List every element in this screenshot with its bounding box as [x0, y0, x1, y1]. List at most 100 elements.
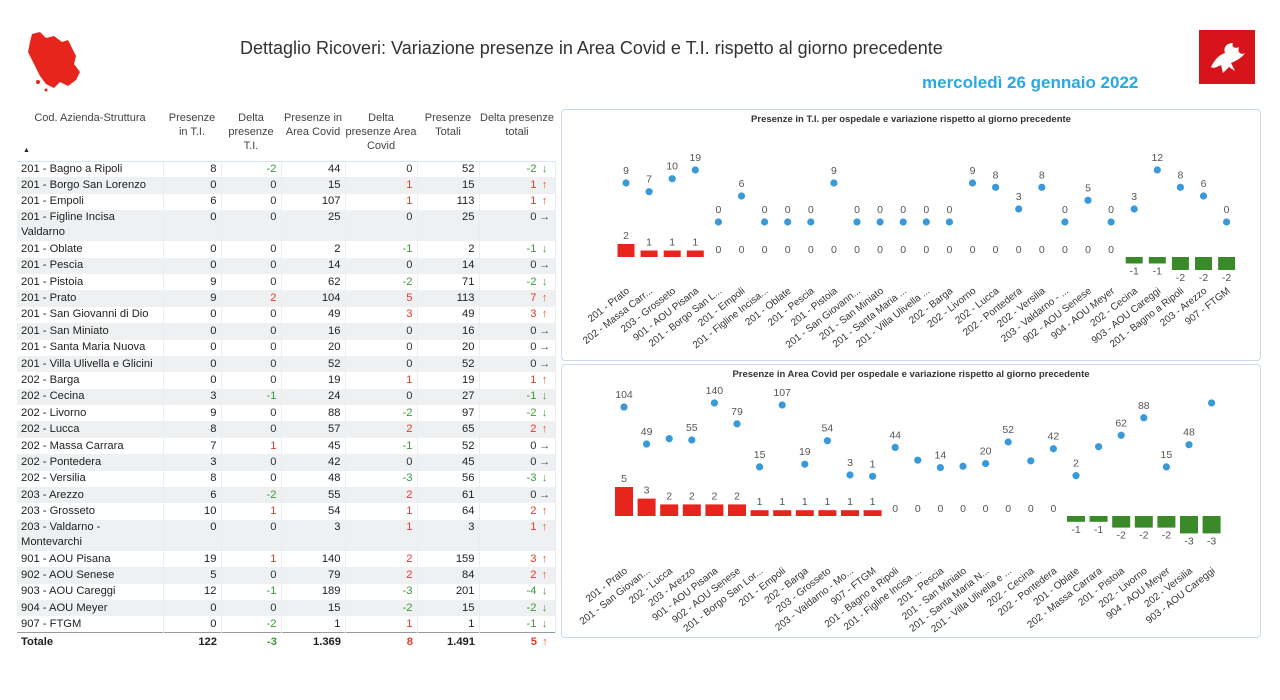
- report-date: mercoledì 26 gennaio 2022: [922, 73, 1139, 92]
- row-delta-totali: -3 ↓: [479, 470, 556, 488]
- row-delta-totali: -2 ↓: [479, 599, 556, 617]
- row-presenze-ti: 0: [163, 177, 222, 194]
- row-delta-covid: 5: [345, 290, 418, 307]
- row-presenze-ti: 8: [163, 161, 222, 178]
- row-delta-covid: 0: [345, 388, 418, 406]
- row-delta-ti: 0: [221, 599, 282, 617]
- bar-label: 1: [779, 496, 785, 508]
- table-row[interactable]: 907 - FTGM 0 -2 1 1 1 -1 ↓: [17, 616, 556, 633]
- table-row[interactable]: 203 - Arezzo 6 -2 55 2 61 0 →: [17, 487, 556, 504]
- row-presenze-totali: 1: [417, 616, 480, 633]
- arrow-right-icon: →: [538, 324, 551, 337]
- point-label: 10: [666, 161, 678, 173]
- point-label: 6: [1201, 178, 1207, 190]
- row-presenze-covid: 14: [281, 257, 346, 274]
- row-delta-covid: 2: [345, 421, 418, 438]
- row-presenze-totali: 65: [417, 421, 480, 438]
- table-row[interactable]: 201 - Pescia 0 0 14 0 14 0 →: [17, 257, 556, 274]
- row-delta-totali-value: 0: [530, 341, 537, 354]
- table-row[interactable]: 202 - Versilia 8 0 48 -3 56 -3 ↓: [17, 470, 556, 488]
- row-presenze-ti: 0: [163, 372, 222, 389]
- bar-label: 0: [937, 503, 943, 515]
- covid-chart-title: Presenze in Area Covid per ospedale e va…: [732, 369, 1090, 380]
- table-row[interactable]: 202 - Livorno 9 0 88 -2 97 -2 ↓: [17, 405, 556, 422]
- presence-point: [1027, 457, 1035, 465]
- presence-point: [869, 472, 877, 480]
- presence-point: [737, 192, 746, 200]
- table-row[interactable]: 201 - Figline Incisa Valdarno 0 0 25 0 25 0 →: [17, 210, 556, 242]
- row-presenze-ti: 9: [163, 290, 222, 307]
- column-header-presenze-covid[interactable]: Presenze in Area Covid: [281, 108, 345, 162]
- table-row[interactable]: 202 - Massa Carrara 7 1 45 -1 52 0 →: [17, 437, 556, 455]
- row-delta-totali: 3 ↑: [479, 550, 556, 568]
- table-row[interactable]: 202 - Barga 0 0 19 1 19 1 ↑: [17, 372, 556, 389]
- table-row[interactable]: 201 - San Giovanni di Dio 0 0 49 3 49 3 ↑: [17, 306, 556, 324]
- point-label: 8: [993, 169, 999, 181]
- row-delta-totali: 0 →: [479, 355, 556, 373]
- column-header-delta-ti[interactable]: Delta presenze T.I.: [221, 108, 281, 162]
- point-label: 54: [822, 423, 834, 435]
- row-struttura: 201 - San Giovanni di Dio: [17, 306, 164, 324]
- row-delta-covid: 0: [345, 454, 418, 471]
- table-row[interactable]: 903 - AOU Careggi 12 -1 189 -3 201 -4 ↓: [17, 583, 556, 600]
- table-row[interactable]: 203 - Valdarno - Montevarchi 0 0 3 1 3 1 ↑: [17, 519, 556, 551]
- presence-point: [1199, 192, 1208, 200]
- row-presenze-totali: 15: [417, 177, 480, 194]
- row-delta-covid: 1: [345, 503, 418, 520]
- table-row[interactable]: 203 - Grosseto 10 1 54 1 64 2 ↑: [17, 503, 556, 520]
- row-delta-covid: 2: [345, 550, 418, 568]
- presence-point: [761, 218, 769, 226]
- table-row[interactable]: 202 - Lucca 8 0 57 2 65 2 ↑: [17, 421, 556, 438]
- column-header-delta-covid[interactable]: Delta presenze Area Covid: [345, 108, 417, 162]
- table-row[interactable]: 901 - AOU Pisana 19 1 140 2 159 3 ↑: [17, 550, 556, 568]
- row-delta-totali: 0 →: [479, 437, 556, 455]
- row-delta-ti: 0: [221, 323, 282, 340]
- table-row[interactable]: 201 - Prato 9 2 104 5 113 7 ↑: [17, 290, 556, 307]
- column-header-struttura[interactable]: Cod. Azienda-Struttura ▲: [17, 108, 163, 162]
- point-label: 14: [935, 450, 947, 462]
- bar-label: 0: [960, 503, 966, 515]
- point-label: 9: [623, 165, 629, 177]
- bar-label: 1: [646, 237, 652, 249]
- table-row[interactable]: 902 - AOU Senese 5 0 79 2 84 2 ↑: [17, 567, 556, 584]
- table-row[interactable]: 202 - Cecina 3 -1 24 0 27 -1 ↓: [17, 388, 556, 406]
- point-label: 52: [1002, 424, 1014, 436]
- row-delta-totali: 1 ↑: [479, 519, 556, 551]
- arrow-up-icon: ↑: [541, 520, 548, 533]
- point-label: 49: [641, 426, 653, 438]
- row-struttura: 904 - AOU Meyer: [17, 599, 164, 617]
- table-row[interactable]: 904 - AOU Meyer 0 0 15 -2 15 -2 ↓: [17, 599, 556, 617]
- row-struttura: 201 - Prato: [17, 290, 164, 307]
- row-presenze-covid: 19: [281, 372, 346, 389]
- presence-point: [853, 218, 861, 226]
- row-delta-ti: 0: [221, 372, 282, 389]
- table-row[interactable]: 201 - Villa Ulivella e Glicini 0 0 52 0 52 0 →: [17, 355, 556, 373]
- arrow-right-icon: →: [538, 455, 551, 468]
- arrow-right-icon: →: [538, 439, 551, 452]
- sort-ascending-icon[interactable]: ▲: [23, 146, 30, 154]
- arrow-right-icon: →: [538, 211, 551, 224]
- row-presenze-ti: 12: [163, 583, 222, 600]
- point-label: 9: [831, 165, 837, 177]
- row-delta-totali-value: 2: [530, 505, 537, 518]
- table-row[interactable]: 201 - Empoli 6 0 107 1 113 1 ↑: [17, 193, 556, 211]
- table-row[interactable]: 202 - Pontedera 3 0 42 0 45 0 →: [17, 454, 556, 471]
- table-row[interactable]: 201 - Santa Maria Nuova 0 0 20 0 20 0 →: [17, 339, 556, 356]
- column-header-presenze-totali[interactable]: Presenze Totali: [417, 108, 479, 162]
- table-row[interactable]: 201 - San Miniato 0 0 16 0 16 0 →: [17, 323, 556, 340]
- row-presenze-ti: 6: [163, 193, 222, 211]
- point-label: 19: [799, 446, 811, 458]
- point-label: 3: [1131, 191, 1137, 203]
- row-presenze-totali: 84: [417, 567, 480, 584]
- table-row[interactable]: 201 - Pistoia 9 0 62 -2 71 -2 ↓: [17, 273, 556, 291]
- bar-label: 1: [669, 237, 675, 249]
- column-header-presenze-ti[interactable]: Presenze in T.I.: [163, 108, 221, 162]
- delta-bar: [663, 250, 681, 257]
- row-presenze-covid: 48: [281, 470, 346, 488]
- table-row[interactable]: 201 - Oblate 0 0 2 -1 2 -1 ↓: [17, 241, 556, 258]
- column-header-delta-totali[interactable]: Delta presenze totali: [479, 108, 555, 162]
- row-presenze-ti: 0: [163, 355, 222, 373]
- table-row[interactable]: 201 - Bagno a Ripoli 8 -2 44 0 52 -2 ↓: [17, 161, 556, 178]
- table-row[interactable]: 201 - Borgo San Lorenzo 0 0 15 1 15 1 ↑: [17, 177, 556, 194]
- point-label: 42: [1048, 431, 1060, 443]
